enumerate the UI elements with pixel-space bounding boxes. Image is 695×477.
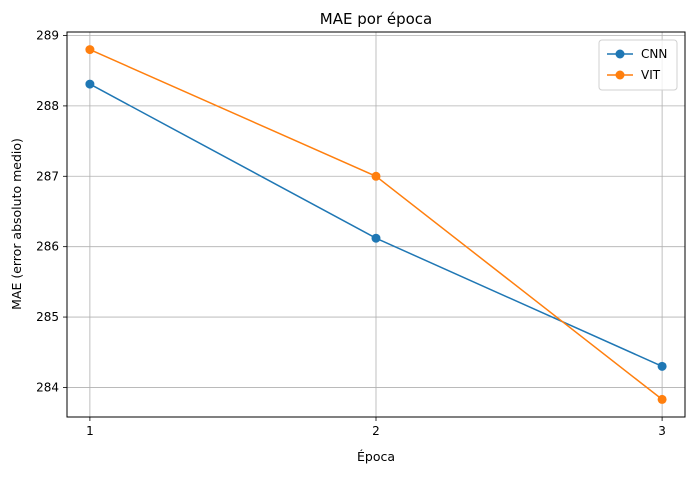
legend-label-cnn: CNN — [641, 47, 667, 61]
y-axis-label: MAE (error absoluto medio) — [9, 138, 24, 310]
data-point-vit — [657, 394, 667, 404]
x-tick-label: 2 — [372, 424, 380, 438]
y-axis: 284 285 286 287 288 289 — [36, 29, 67, 394]
data-point-cnn — [657, 361, 667, 371]
data-point-cnn — [371, 233, 381, 243]
x-axis: 1 2 3 — [86, 417, 666, 438]
y-tick-label: 285 — [36, 310, 59, 324]
grid-lines — [67, 32, 685, 417]
legend-marker-cnn — [615, 49, 625, 59]
legend-label-vit: VIT — [641, 68, 661, 82]
data-point-vit — [85, 45, 95, 55]
x-tick-label: 1 — [86, 424, 94, 438]
series-group — [85, 45, 667, 404]
y-tick-label: 286 — [36, 240, 59, 254]
x-axis-label: Época — [357, 449, 395, 464]
data-point-cnn — [85, 79, 95, 89]
x-tick-label: 3 — [658, 424, 666, 438]
legend-marker-vit — [615, 70, 625, 80]
legend: CNN VIT — [598, 39, 678, 91]
data-point-vit — [371, 171, 381, 181]
y-tick-label: 288 — [36, 99, 59, 113]
y-tick-label: 287 — [36, 169, 59, 183]
y-tick-label: 284 — [36, 380, 59, 394]
chart-title: MAE por época — [320, 10, 432, 28]
y-tick-label: 289 — [36, 29, 59, 43]
